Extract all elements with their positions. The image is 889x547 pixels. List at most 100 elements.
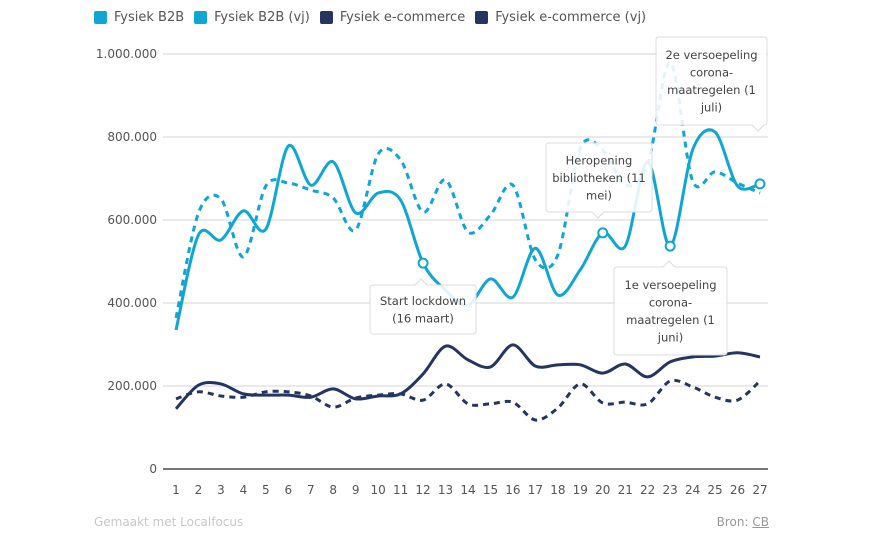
data-point[interactable] — [285, 392, 291, 398]
data-point[interactable] — [263, 392, 269, 398]
data-point[interactable] — [735, 350, 741, 356]
data-point[interactable] — [600, 370, 606, 376]
legend-label: Fysiek e-commerce — [339, 10, 466, 25]
data-point[interactable] — [398, 157, 404, 163]
data-point[interactable] — [555, 362, 561, 368]
data-point[interactable] — [285, 143, 291, 149]
data-point[interactable] — [218, 237, 224, 243]
legend-item-fysiek-b2b[interactable]: Fysiek B2B — [94, 10, 184, 25]
data-point[interactable] — [218, 381, 224, 387]
data-point[interactable] — [667, 378, 673, 384]
highlight-marker[interactable] — [664, 240, 676, 252]
data-point[interactable] — [285, 180, 291, 186]
legend-item-fysiek-b2b-vj[interactable]: Fysiek B2B (vj) — [194, 10, 310, 25]
data-point[interactable] — [510, 182, 516, 188]
data-point[interactable] — [577, 267, 583, 273]
data-point[interactable] — [712, 129, 718, 135]
data-point[interactable] — [667, 359, 673, 365]
data-point[interactable] — [398, 197, 404, 203]
data-point[interactable] — [735, 183, 741, 189]
data-point[interactable] — [555, 292, 561, 298]
data-point[interactable] — [735, 397, 741, 403]
data-point[interactable] — [532, 363, 538, 369]
data-point[interactable] — [690, 178, 696, 184]
legend-item-fysiek-ecommerce[interactable]: Fysiek e-commerce — [319, 10, 466, 25]
data-point[interactable] — [443, 343, 449, 349]
data-point[interactable] — [645, 374, 651, 380]
data-point[interactable] — [757, 190, 763, 196]
legend-item-fysiek-ecommerce-vj[interactable]: Fysiek e-commerce (vj) — [475, 10, 646, 25]
data-point[interactable] — [555, 252, 561, 258]
x-tick-label: 13 — [438, 483, 453, 497]
data-point[interactable] — [240, 391, 246, 397]
data-point[interactable] — [622, 399, 628, 405]
data-point[interactable] — [263, 183, 269, 189]
data-point[interactable] — [757, 354, 763, 360]
data-point[interactable] — [577, 381, 583, 387]
data-point[interactable] — [375, 151, 381, 157]
data-point[interactable] — [487, 212, 493, 218]
data-point[interactable] — [465, 229, 471, 235]
data-point[interactable] — [330, 159, 336, 165]
data-point[interactable] — [218, 196, 224, 202]
data-point[interactable] — [420, 397, 426, 403]
data-point[interactable] — [195, 389, 201, 395]
data-point[interactable] — [622, 361, 628, 367]
data-point[interactable] — [173, 327, 179, 333]
data-point[interactable] — [712, 394, 718, 400]
data-point[interactable] — [690, 147, 696, 153]
data-point[interactable] — [263, 226, 269, 232]
data-point[interactable] — [712, 169, 718, 175]
series-line-fysiek-e-commerce[interactable] — [174, 343, 761, 410]
data-point[interactable] — [375, 190, 381, 196]
data-point[interactable] — [195, 210, 201, 216]
highlight-marker[interactable] — [417, 257, 429, 269]
data-point[interactable] — [173, 406, 179, 412]
data-point[interactable] — [330, 195, 336, 201]
data-point[interactable] — [330, 386, 336, 392]
highlight-marker[interactable] — [754, 178, 766, 190]
data-point[interactable] — [443, 381, 449, 387]
data-point[interactable] — [173, 396, 179, 402]
data-point[interactable] — [622, 243, 628, 249]
data-point[interactable] — [218, 393, 224, 399]
data-point[interactable] — [510, 342, 516, 348]
data-point[interactable] — [690, 384, 696, 390]
data-point[interactable] — [353, 210, 359, 216]
highlight-marker[interactable] — [597, 227, 609, 239]
x-tick-label: 4 — [240, 483, 248, 497]
data-point[interactable] — [330, 404, 336, 410]
data-point[interactable] — [465, 401, 471, 407]
data-point[interactable] — [308, 182, 314, 188]
data-point[interactable] — [420, 209, 426, 215]
data-point[interactable] — [353, 396, 359, 402]
data-point[interactable] — [600, 400, 606, 406]
data-point[interactable] — [577, 362, 583, 368]
data-point[interactable] — [353, 227, 359, 233]
data-point[interactable] — [420, 371, 426, 377]
data-point[interactable] — [487, 276, 493, 282]
data-point[interactable] — [465, 357, 471, 363]
x-tick-label: 12 — [415, 483, 430, 497]
data-point[interactable] — [532, 245, 538, 251]
data-point[interactable] — [240, 208, 246, 214]
data-point[interactable] — [645, 401, 651, 407]
data-point[interactable] — [398, 391, 404, 397]
annotation-box — [545, 142, 653, 219]
data-point[interactable] — [487, 401, 493, 407]
data-point[interactable] — [757, 378, 763, 384]
data-point[interactable] — [532, 417, 538, 423]
data-point[interactable] — [510, 294, 516, 300]
data-point[interactable] — [375, 393, 381, 399]
data-point[interactable] — [308, 394, 314, 400]
data-point[interactable] — [487, 364, 493, 370]
data-point[interactable] — [555, 405, 561, 411]
data-point[interactable] — [195, 382, 201, 388]
source-link[interactable]: CB — [752, 515, 769, 529]
data-point[interactable] — [195, 232, 201, 238]
data-point[interactable] — [532, 257, 538, 263]
data-point[interactable] — [443, 177, 449, 183]
y-tick-label: 400.000 — [107, 296, 157, 310]
data-point[interactable] — [240, 254, 246, 260]
data-point[interactable] — [510, 399, 516, 405]
